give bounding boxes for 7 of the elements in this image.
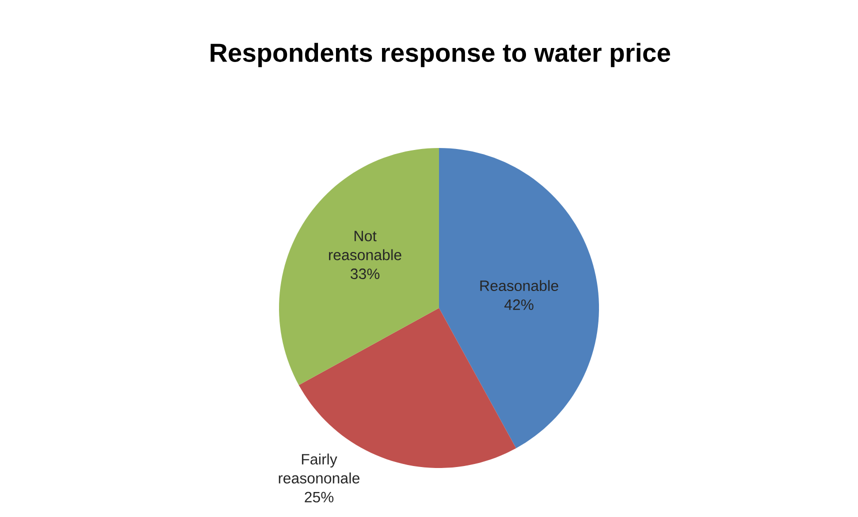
slice-label: Fairly reasononale bbox=[278, 454, 360, 484]
slice-label: Not reasonable bbox=[329, 230, 402, 260]
data-label: 33% bbox=[350, 268, 380, 280]
slice-label: Reasonable bbox=[480, 280, 558, 292]
data-label: 25% bbox=[304, 492, 334, 502]
data-label: 42% bbox=[504, 299, 534, 310]
chart-title: Respondents response to water price bbox=[210, 42, 670, 68]
